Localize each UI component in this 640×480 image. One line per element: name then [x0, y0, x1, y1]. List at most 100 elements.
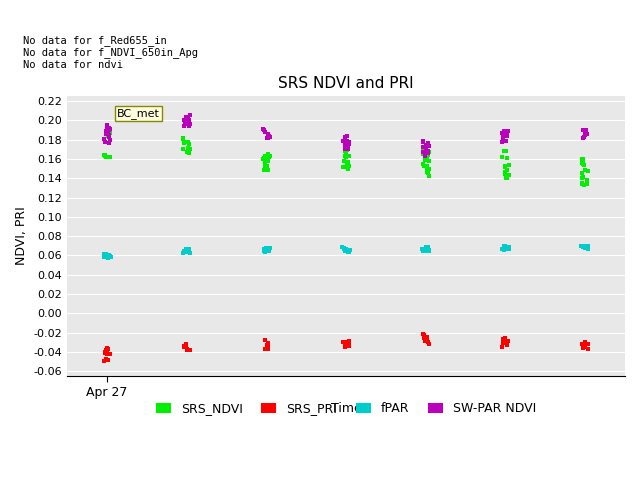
Point	[179, 116, 189, 124]
Point	[582, 243, 593, 251]
Point	[580, 244, 590, 252]
Point	[579, 161, 589, 169]
Point	[182, 345, 193, 353]
Point	[104, 252, 115, 260]
Point	[497, 246, 507, 253]
Point	[577, 340, 588, 348]
Point	[264, 245, 274, 253]
Point	[420, 156, 430, 164]
Point	[341, 132, 351, 140]
Point	[504, 161, 514, 169]
Point	[417, 148, 428, 156]
Point	[339, 245, 349, 252]
Point	[180, 245, 191, 252]
Point	[344, 340, 354, 348]
Point	[579, 133, 589, 141]
Point	[104, 251, 115, 259]
Point	[418, 148, 428, 156]
Point	[344, 163, 354, 170]
Point	[578, 155, 588, 163]
Point	[418, 330, 428, 338]
X-axis label: Time: Time	[331, 402, 362, 415]
Point	[420, 149, 430, 156]
Point	[421, 141, 431, 149]
Point	[180, 120, 190, 128]
Point	[263, 340, 273, 348]
Point	[344, 140, 354, 147]
Point	[339, 244, 349, 252]
Point	[102, 130, 113, 138]
Point	[499, 242, 509, 250]
Point	[260, 345, 270, 353]
Point	[502, 166, 513, 174]
Point	[260, 156, 270, 164]
Point	[582, 168, 593, 175]
Point	[99, 250, 109, 258]
Point	[100, 153, 110, 160]
Point	[102, 123, 112, 131]
Point	[100, 355, 111, 363]
Point	[184, 249, 195, 257]
Point	[264, 247, 275, 255]
Point	[580, 127, 591, 134]
Text: No data for f_Red655_in
No data for f_NDVI_650in_Apg
No data for ndvi: No data for f_Red655_in No data for f_ND…	[22, 35, 198, 70]
Point	[423, 149, 433, 156]
Point	[105, 350, 115, 358]
Point	[422, 168, 433, 176]
Point	[417, 245, 428, 253]
Point	[104, 131, 114, 139]
Point	[418, 147, 428, 155]
Point	[260, 248, 271, 256]
Point	[104, 133, 114, 141]
Point	[502, 174, 512, 182]
Point	[338, 163, 348, 171]
Point	[583, 345, 593, 353]
Point	[419, 150, 429, 158]
Point	[99, 138, 109, 145]
Point	[340, 343, 350, 351]
Point	[500, 147, 511, 155]
Point	[499, 244, 509, 252]
Point	[340, 153, 350, 160]
Point	[181, 114, 191, 121]
Point	[99, 135, 109, 143]
Point	[182, 247, 192, 255]
Point	[340, 145, 350, 153]
Point	[500, 173, 511, 180]
Point	[500, 245, 510, 253]
Point	[424, 142, 434, 150]
Point	[339, 157, 349, 165]
Point	[262, 153, 272, 160]
Point	[498, 132, 508, 139]
Point	[422, 245, 433, 252]
Point	[260, 246, 270, 254]
Point	[106, 253, 116, 261]
Point	[420, 336, 430, 344]
Point	[502, 154, 513, 161]
Point	[423, 139, 433, 147]
Point	[265, 244, 275, 252]
Point	[184, 120, 195, 128]
Point	[582, 131, 592, 138]
Point	[259, 126, 269, 134]
Point	[502, 341, 513, 349]
Point	[344, 337, 354, 345]
Point	[582, 246, 593, 253]
Point	[179, 247, 189, 255]
Point	[424, 149, 434, 156]
Point	[500, 242, 510, 250]
Point	[499, 137, 509, 145]
Point	[101, 250, 111, 258]
Point	[342, 164, 352, 171]
Point	[103, 356, 113, 363]
Point	[499, 244, 509, 252]
Point	[180, 342, 190, 349]
Point	[503, 337, 513, 345]
Point	[500, 335, 510, 342]
Point	[337, 243, 348, 251]
Point	[182, 144, 193, 152]
Point	[340, 246, 351, 254]
Point	[577, 155, 587, 163]
Point	[101, 127, 111, 134]
Point	[422, 337, 432, 345]
